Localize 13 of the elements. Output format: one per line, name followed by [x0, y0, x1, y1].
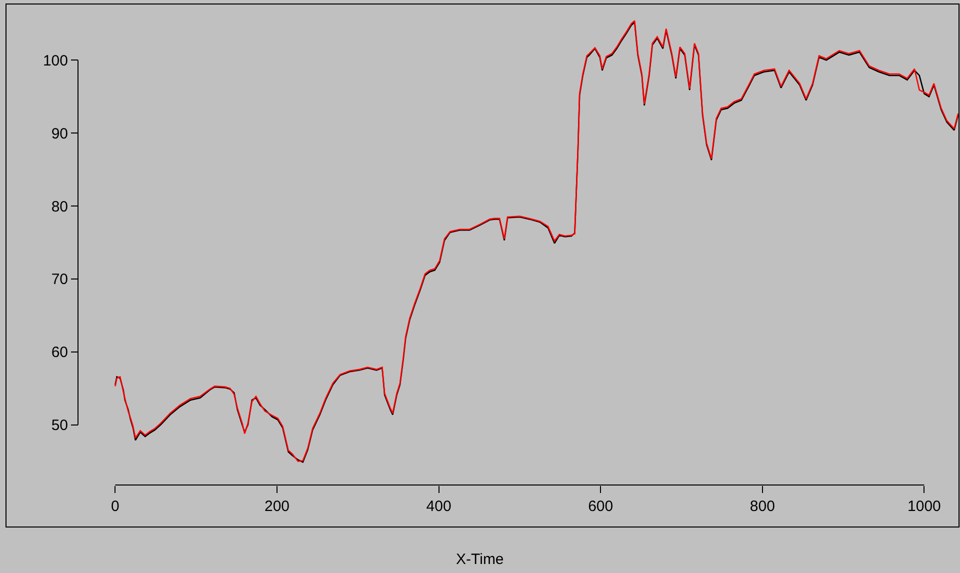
y-tick-label: 70: [51, 271, 68, 288]
x-tick-label: 1000: [908, 498, 941, 515]
x-tick-label: 600: [588, 498, 614, 515]
x-tick-label: 200: [264, 498, 290, 515]
x-axis-title: X-Time: [456, 551, 504, 568]
x-tick-label: 400: [426, 498, 452, 515]
y-tick-label: 60: [51, 344, 68, 362]
y-tick-label: 80: [51, 198, 68, 216]
y-tick-label: 100: [42, 52, 68, 70]
y-tick-label: 50: [51, 417, 68, 434]
y-tick-label: 90: [51, 125, 68, 142]
x-tick-label: 800: [750, 498, 775, 515]
x-tick-label: 0: [111, 498, 120, 515]
